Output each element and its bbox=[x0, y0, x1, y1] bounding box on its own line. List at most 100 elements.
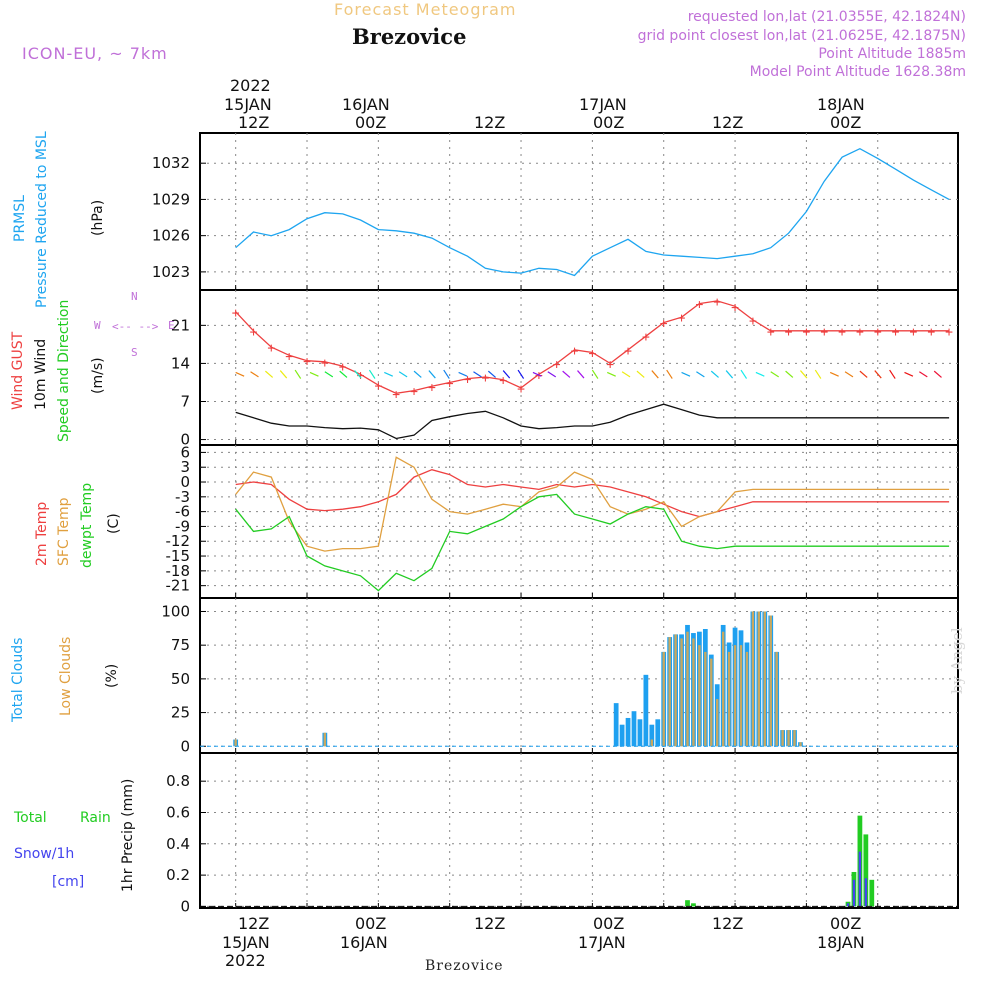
bottom-date-16jan: 16JAN bbox=[340, 933, 388, 952]
wind-arrow-30 bbox=[681, 371, 691, 377]
wind-arrow-39 bbox=[814, 369, 822, 379]
low-cloud-bar-17 bbox=[698, 645, 701, 747]
gust-marker-13: + bbox=[464, 373, 472, 388]
temperature-series-0-line bbox=[235, 469, 950, 518]
wind-arrow-16 bbox=[473, 371, 482, 378]
wind-label-gust: Wind GUST bbox=[10, 331, 26, 410]
wind-series-0-line bbox=[235, 300, 950, 394]
temperature-series-1-line bbox=[235, 456, 950, 552]
wind-arrow-14 bbox=[443, 369, 450, 379]
bottom-hour-2: 00Z bbox=[355, 914, 387, 933]
clouds-ytick-label-4: 100 bbox=[161, 602, 190, 620]
wind-arrow-46 bbox=[919, 371, 928, 378]
gust-marker-30: + bbox=[767, 325, 775, 340]
precip-snow-bar-5 bbox=[864, 878, 868, 907]
precip-total-bar-5 bbox=[863, 834, 869, 907]
bottom-hour-3: 12Z bbox=[474, 914, 506, 933]
bottom-year-label: 2022 bbox=[225, 951, 266, 970]
wind-arrow-6 bbox=[324, 371, 334, 378]
top-hour-4: 00Z bbox=[593, 113, 625, 132]
wind-arrow-43 bbox=[874, 370, 882, 379]
precip-panel-frame bbox=[199, 752, 959, 909]
gust-marker-25: + bbox=[678, 311, 686, 326]
precip-snow-bar-3 bbox=[852, 879, 856, 907]
low-cloud-bar-21 bbox=[721, 631, 725, 747]
wind-arrow-41 bbox=[844, 371, 854, 378]
precip-total-bar-6 bbox=[869, 879, 875, 907]
gust-marker-23: + bbox=[642, 330, 650, 345]
precip-label-cm: [cm] bbox=[52, 874, 85, 890]
wind-arrow-12 bbox=[413, 370, 422, 378]
grid-point-coords: grid point closest lon,lat (21.0625E, 42… bbox=[637, 28, 966, 44]
gust-marker-20: + bbox=[588, 347, 596, 362]
gust-marker-33: + bbox=[820, 325, 828, 340]
gust-marker-8: + bbox=[374, 379, 382, 394]
low-cloud-bar-18 bbox=[704, 651, 707, 747]
low-cloud-bar-25 bbox=[745, 651, 749, 747]
temperature-ytick-label-9: -21 bbox=[166, 577, 191, 595]
low-cloud-bar-14 bbox=[680, 638, 683, 747]
wind-arrow-21 bbox=[547, 371, 557, 378]
low-cloud-bar-13 bbox=[674, 634, 677, 747]
low-cloud-bar-11 bbox=[662, 651, 665, 747]
top-date-16jan: 16JAN bbox=[342, 95, 390, 114]
wind-arrow-4 bbox=[294, 369, 302, 379]
pressure-label-prmsl: PRMSL bbox=[12, 195, 28, 242]
wind-arrow-35 bbox=[755, 371, 765, 377]
precip-ytick-label-2: 0.4 bbox=[166, 835, 190, 853]
wind-arrow-22 bbox=[562, 370, 571, 378]
precip-label-rain: Rain bbox=[80, 810, 111, 826]
gust-marker-19: + bbox=[571, 344, 579, 359]
top-hour-3: 12Z bbox=[474, 113, 506, 132]
model-label: ICON-EU, ~ 7km bbox=[22, 44, 168, 63]
gust-marker-39: + bbox=[927, 325, 935, 340]
pressure-unit: (hPa) bbox=[90, 199, 106, 236]
temperature-ytick-label-6: -12 bbox=[166, 532, 191, 550]
wind-arrow-28 bbox=[651, 370, 659, 379]
bottom-hour-4: 00Z bbox=[593, 914, 625, 933]
gust-marker-37: + bbox=[892, 325, 900, 340]
low-cloud-bar-28 bbox=[763, 611, 766, 747]
low-cloud-bar-19 bbox=[710, 658, 713, 747]
compass-n: N bbox=[131, 290, 138, 303]
low-cloud-bar-32 bbox=[787, 730, 790, 747]
low-cloud-bar-16 bbox=[692, 638, 695, 747]
credit-label: by Angel bbox=[948, 627, 966, 694]
wind-arrow-37 bbox=[785, 370, 794, 378]
chart-title: Forecast Meteogram bbox=[334, 0, 517, 19]
wind-arrow-29 bbox=[666, 369, 673, 379]
location-title: Brezovice bbox=[352, 24, 467, 49]
low-cloud-bar-9 bbox=[650, 739, 654, 747]
gust-marker-22: + bbox=[624, 344, 632, 359]
top-hour-5: 12Z bbox=[712, 113, 744, 132]
gust-marker-34: + bbox=[838, 325, 846, 340]
gust-marker-36: + bbox=[874, 325, 882, 340]
temp-label-2m: 2m Temp bbox=[34, 501, 50, 566]
gust-marker-17: + bbox=[535, 368, 543, 383]
low-cloud-bar-31 bbox=[781, 730, 784, 747]
clouds-panel-frame bbox=[199, 597, 959, 754]
wind-panel-frame bbox=[199, 289, 959, 446]
pressure-ytick-label-0: 1023 bbox=[152, 263, 190, 281]
temp-label-dewpt: dewpt Temp bbox=[79, 482, 95, 568]
gust-marker-31: + bbox=[785, 325, 793, 340]
temperature-ytick-label-8: -18 bbox=[166, 562, 191, 580]
wind-unit: (m/s) bbox=[90, 357, 106, 394]
wind-arrow-2 bbox=[265, 370, 274, 378]
wind-ytick-label-2: 14 bbox=[171, 354, 190, 372]
pressure-ytick-label-2: 1029 bbox=[152, 190, 190, 208]
gust-marker-9: + bbox=[392, 387, 400, 402]
wind-arrow-42 bbox=[859, 370, 868, 378]
bottom-date-15jan: 15JAN bbox=[222, 933, 270, 952]
top-date-15jan: 15JAN bbox=[224, 95, 272, 114]
wind-arrow-33 bbox=[725, 370, 734, 379]
temperature-series-2-line bbox=[235, 493, 950, 592]
wind-arrow-34 bbox=[740, 369, 748, 379]
pressure-ytick-label-3: 1032 bbox=[152, 154, 190, 172]
bottom-hour-5: 12Z bbox=[712, 914, 744, 933]
low-cloud-bar-30 bbox=[775, 651, 778, 747]
wind-arrow-5 bbox=[309, 371, 319, 377]
wind-arrow-19 bbox=[517, 369, 525, 379]
precip-ytick-label-3: 0.6 bbox=[166, 803, 190, 821]
